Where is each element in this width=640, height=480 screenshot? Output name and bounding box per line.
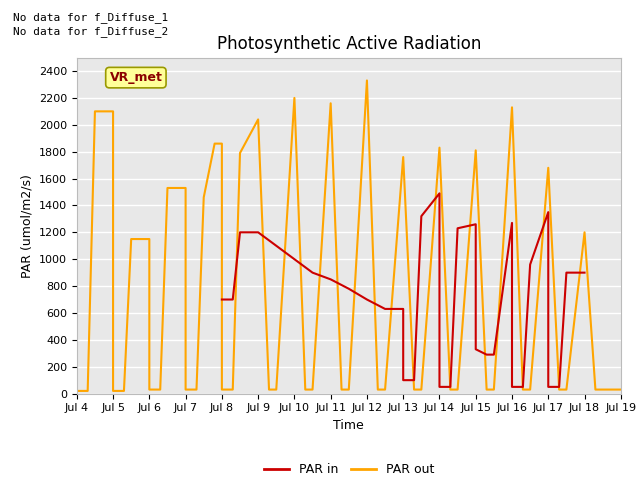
X-axis label: Time: Time — [333, 419, 364, 432]
Legend: PAR in, PAR out: PAR in, PAR out — [259, 458, 439, 480]
Y-axis label: PAR (umol/m2/s): PAR (umol/m2/s) — [20, 174, 33, 277]
Text: No data for f_Diffuse_1: No data for f_Diffuse_1 — [13, 12, 168, 23]
Title: Photosynthetic Active Radiation: Photosynthetic Active Radiation — [216, 35, 481, 53]
Text: No data for f_Diffuse_2: No data for f_Diffuse_2 — [13, 26, 168, 37]
Text: VR_met: VR_met — [109, 71, 163, 84]
